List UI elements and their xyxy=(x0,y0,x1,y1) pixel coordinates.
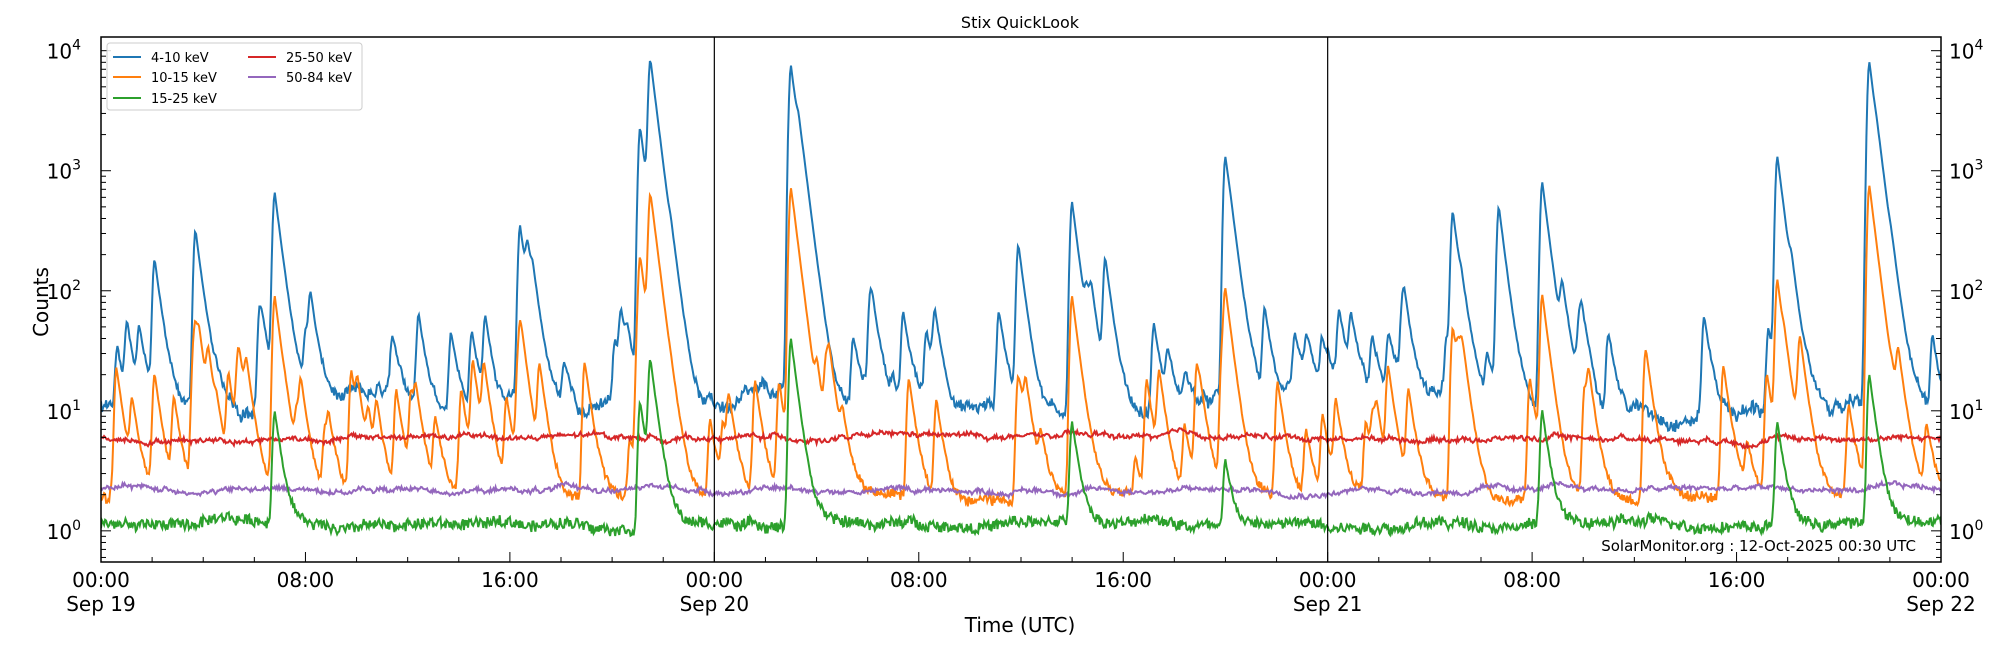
y-tick-label-right: 100 xyxy=(1949,518,1983,544)
y-tick-exponent: 3 xyxy=(1974,158,1983,174)
y-tick-label-left: 103 xyxy=(47,158,81,184)
series-line-25-50-keV xyxy=(101,427,1941,450)
x-tick-label: 16:00 xyxy=(1094,568,1152,592)
y-tick-label-left: 104 xyxy=(47,38,81,64)
x-tick-sublabel: Sep 21 xyxy=(1293,592,1363,616)
chart-title: Stix QuickLook xyxy=(961,13,1080,32)
y-tick-label-left: 102 xyxy=(47,278,81,304)
legend-label: 10-15 keV xyxy=(151,71,217,86)
series-line-4-10-keV xyxy=(101,60,1941,433)
x-tick-label: 00:00 xyxy=(1299,568,1357,592)
y-tick-exponent: 1 xyxy=(72,398,81,414)
x-axis-label: Time (UTC) xyxy=(964,613,1076,637)
x-tick-sublabel: Sep 19 xyxy=(66,592,136,616)
y-tick-label-right: 102 xyxy=(1949,278,1983,304)
y-tick-label-right: 103 xyxy=(1949,158,1983,184)
x-tick-label: 08:00 xyxy=(277,568,335,592)
plot-frame xyxy=(100,36,1942,563)
series-lines xyxy=(101,60,1941,538)
series-line-15-25-keV xyxy=(101,338,1941,538)
y-tick-label-right: 104 xyxy=(1949,38,1983,64)
series-line-50-84-keV xyxy=(101,479,1941,501)
x-tick-label: 08:00 xyxy=(1503,568,1561,592)
y-tick-exponent: 3 xyxy=(72,158,81,174)
legend-label: 50-84 keV xyxy=(286,71,352,86)
x-tick-label: 00:00 xyxy=(686,568,744,592)
y-tick-label-left: 101 xyxy=(47,398,81,424)
y-tick-exponent: 1 xyxy=(1974,398,1983,414)
y-tick-exponent: 2 xyxy=(72,278,81,294)
y-tick-label-right: 101 xyxy=(1949,398,1983,424)
legend-label: 15-25 keV xyxy=(151,92,217,107)
legend: 4-10 keV 10-15 keV 15-25 keV 25-50 keV 50-84… xyxy=(106,42,363,111)
y-tick-exponent: 0 xyxy=(72,518,81,534)
legend-box xyxy=(106,42,363,111)
y-tick-exponent: 4 xyxy=(72,38,81,54)
legend-label: 4-10 keV xyxy=(151,51,209,66)
y-tick-exponent: 2 xyxy=(1974,278,1983,294)
y-tick-label-left: 100 xyxy=(47,518,81,544)
x-tick-sublabel: Sep 20 xyxy=(680,592,750,616)
x-tick-label: 00:00 xyxy=(72,568,130,592)
x-tick-label: 00:00 xyxy=(1912,568,1970,592)
timestamp-annotation: SolarMonitor.org : 12-Oct-2025 00:30 UTC xyxy=(1601,537,1916,555)
x-tick-label: 08:00 xyxy=(890,568,948,592)
x-tick-label: 16:00 xyxy=(481,568,539,592)
series-line-10-15-keV xyxy=(101,185,1941,508)
x-tick-label: 16:00 xyxy=(1708,568,1766,592)
y-axis-label: Counts xyxy=(29,267,53,337)
y-tick-exponent: 4 xyxy=(1974,38,1983,54)
legend-label: 25-50 keV xyxy=(286,51,352,66)
y-tick-exponent: 0 xyxy=(1974,518,1983,534)
x-tick-sublabel: Sep 22 xyxy=(1906,592,1976,616)
